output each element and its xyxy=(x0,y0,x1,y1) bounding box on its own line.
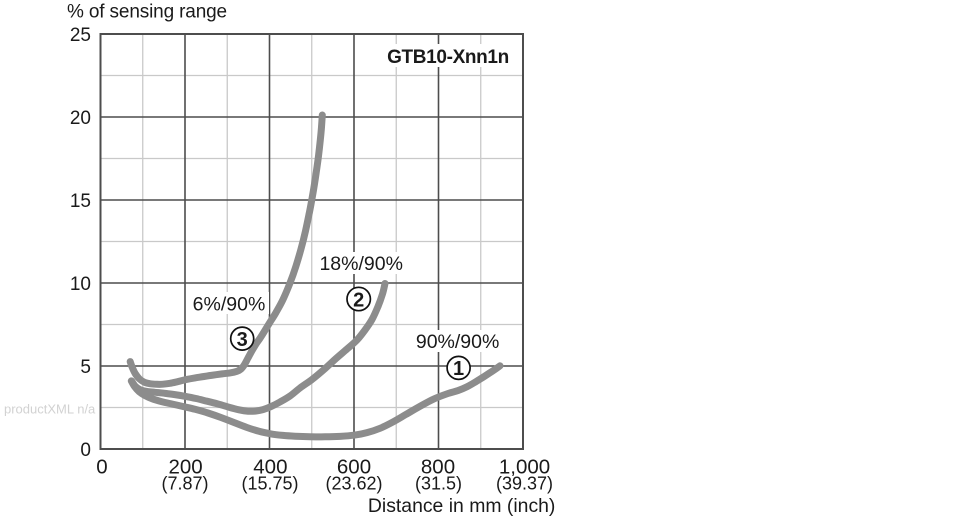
svg-text:600: 600 xyxy=(337,456,371,479)
svg-text:1,000: 1,000 xyxy=(499,456,550,479)
svg-text:% of sensing range: % of sensing range xyxy=(67,2,227,23)
svg-text:800: 800 xyxy=(421,456,455,479)
svg-text:20: 20 xyxy=(70,108,91,129)
svg-text:90%/90%: 90%/90% xyxy=(416,331,499,353)
svg-text:15: 15 xyxy=(70,191,91,212)
svg-text:GTB10-Xnn1n: GTB10-Xnn1n xyxy=(387,47,509,68)
svg-text:Distance in mm (inch): Distance in mm (inch) xyxy=(368,495,556,517)
svg-text:400: 400 xyxy=(253,456,287,479)
svg-text:2: 2 xyxy=(353,289,364,311)
svg-text:10: 10 xyxy=(70,274,91,295)
svg-text:(31.5): (31.5) xyxy=(415,474,462,494)
svg-text:(39.37): (39.37) xyxy=(496,474,553,494)
svg-text:5: 5 xyxy=(80,357,91,378)
svg-text:25: 25 xyxy=(70,25,91,46)
svg-text:200: 200 xyxy=(168,456,202,479)
svg-text:productXML n/a: productXML n/a xyxy=(4,402,96,417)
svg-text:(7.87): (7.87) xyxy=(161,474,208,494)
svg-text:6%/90%: 6%/90% xyxy=(193,293,266,315)
svg-text:0: 0 xyxy=(80,440,91,461)
svg-text:1: 1 xyxy=(453,358,464,380)
svg-text:(23.62): (23.62) xyxy=(325,474,382,494)
svg-text:0: 0 xyxy=(96,456,107,479)
svg-text:18%/90%: 18%/90% xyxy=(319,253,402,275)
svg-text:3: 3 xyxy=(237,329,248,351)
svg-text:(15.75): (15.75) xyxy=(241,474,298,494)
